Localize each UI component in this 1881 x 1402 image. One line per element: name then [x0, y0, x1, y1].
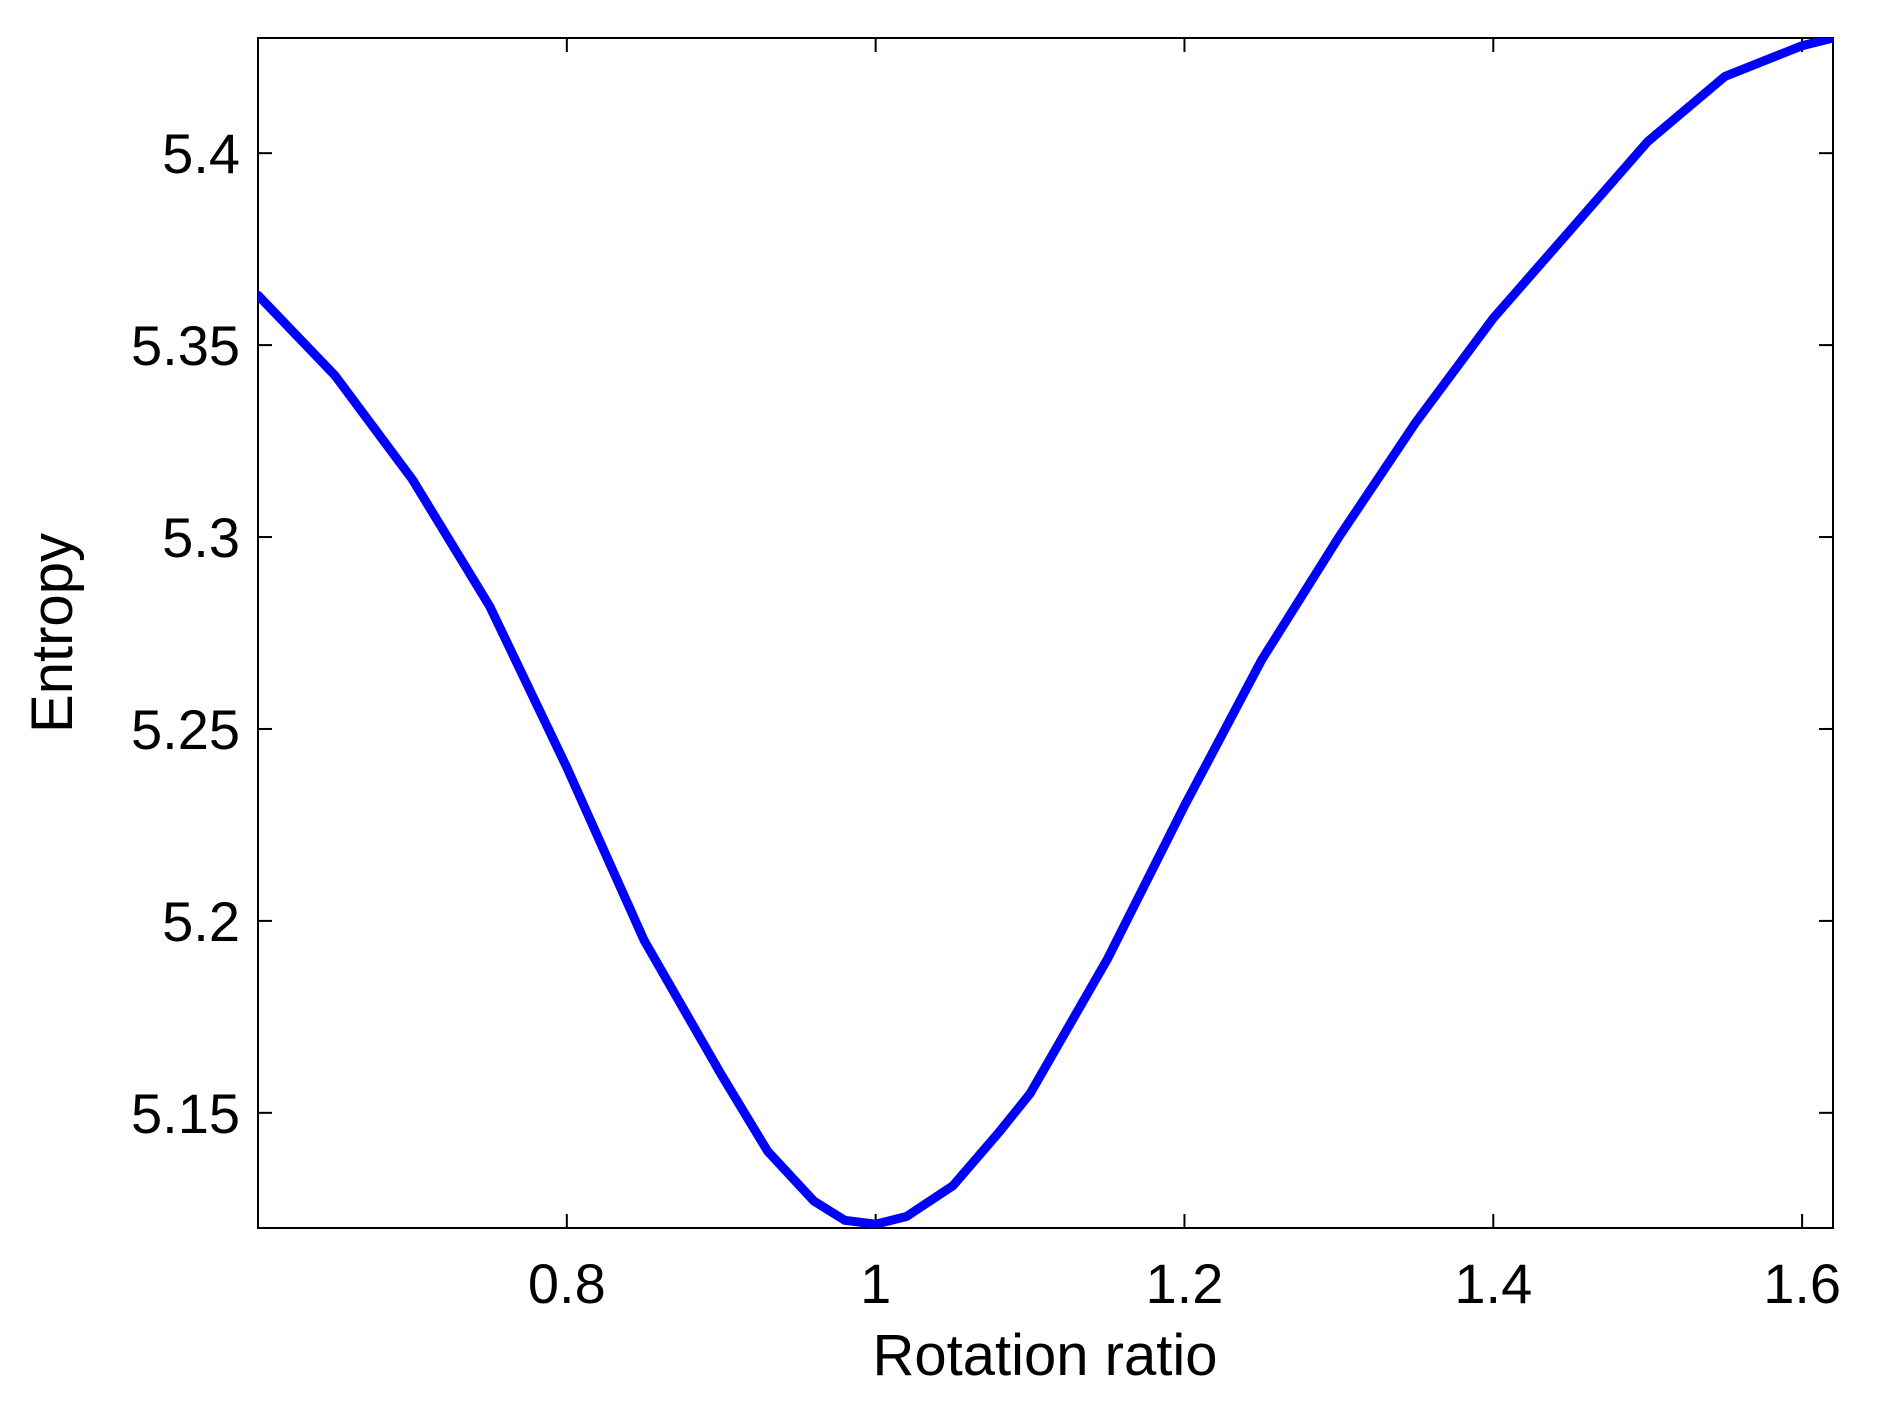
x-tick-label: 1.6	[1763, 1252, 1841, 1315]
y-tick-label: 5.25	[131, 698, 240, 761]
y-tick-label: 5.2	[162, 890, 240, 953]
plot-area	[257, 37, 1834, 1229]
x-tick-label: 1.4	[1454, 1252, 1532, 1315]
y-tick-label: 5.4	[162, 122, 240, 185]
x-axis-ticks: 0.8 1 1.2 1.4 1.6	[528, 38, 1841, 1315]
y-tick-label: 5.15	[131, 1082, 240, 1145]
x-tick-label: 0.8	[528, 1252, 606, 1315]
y-axis-label: Entropy	[20, 533, 85, 733]
y-tick-label: 5.35	[131, 314, 240, 377]
series-line	[258, 38, 1833, 1228]
x-tick-label: 1.2	[1146, 1252, 1224, 1315]
series-layer	[258, 38, 1833, 1228]
x-tick-label: 1	[860, 1252, 891, 1315]
x-axis-label: Rotation ratio	[873, 1323, 1218, 1388]
y-tick-label: 5.3	[162, 506, 240, 569]
y-axis-ticks: 5.15 5.2 5.25 5.3 5.35 5.4	[131, 122, 1833, 1145]
